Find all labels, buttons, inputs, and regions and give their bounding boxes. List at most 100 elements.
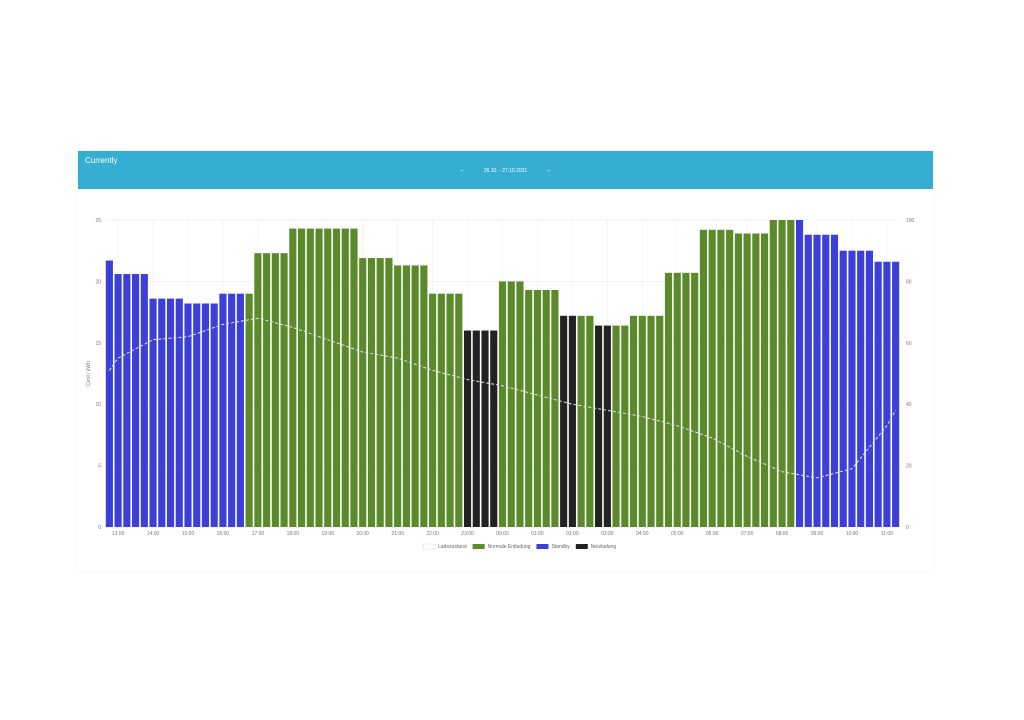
bar xyxy=(228,293,236,527)
x-tick-label: 14:00 xyxy=(147,531,160,537)
bar xyxy=(472,330,480,527)
bar xyxy=(498,281,507,527)
bar xyxy=(402,265,410,527)
bar xyxy=(446,293,454,527)
bar xyxy=(577,315,585,527)
bar xyxy=(429,293,437,527)
bar xyxy=(411,265,419,527)
y-tick-label: 10 xyxy=(95,402,101,408)
bar xyxy=(463,330,472,527)
x-tick-label: 00:00 xyxy=(496,531,509,537)
bar xyxy=(175,298,183,527)
bar xyxy=(350,228,358,527)
price-chart: 0 5 10 15 20 25 0 20 40 60 80 100 Cent / kWh 13:00 14:… xyxy=(86,218,915,550)
bar xyxy=(236,293,244,527)
bar xyxy=(612,325,620,527)
legend-swatch-N xyxy=(472,544,485,549)
bar xyxy=(263,253,271,527)
y2-tick-label: 100 xyxy=(906,218,915,224)
charge-level-line xyxy=(108,317,897,479)
bar xyxy=(376,258,384,527)
bar xyxy=(769,220,777,527)
y-tick-label: 25 xyxy=(95,218,101,224)
bar xyxy=(708,229,716,527)
x-tick-label: 05:00 xyxy=(671,531,684,537)
bar xyxy=(857,250,865,527)
bar xyxy=(123,274,131,527)
x-tick-label: 06:00 xyxy=(706,531,719,537)
bar xyxy=(830,234,839,527)
legend-swatch-line xyxy=(422,543,436,550)
bar xyxy=(219,293,227,527)
x-tick-label: 22:00 xyxy=(426,531,439,537)
bar xyxy=(315,228,323,527)
bar xyxy=(892,261,900,527)
x-tick-label: 11:00 xyxy=(881,531,893,537)
bar xyxy=(691,272,699,527)
bar xyxy=(883,261,891,527)
bar xyxy=(280,253,288,527)
x-tick-label: 13:00 xyxy=(112,531,125,537)
bar xyxy=(341,228,349,527)
bar xyxy=(804,234,812,527)
bar xyxy=(560,315,568,527)
bar xyxy=(455,293,463,527)
bar xyxy=(394,265,402,527)
bar xyxy=(158,298,166,527)
arrow-left-icon[interactable]: ← xyxy=(459,167,467,174)
bar xyxy=(132,274,140,527)
legend-label: Standby xyxy=(551,544,570,550)
x-tick-label: 08:00 xyxy=(776,531,789,537)
bar xyxy=(525,289,533,527)
bar xyxy=(193,303,201,527)
bar xyxy=(140,274,148,527)
x-tick-label: 07:00 xyxy=(741,531,754,537)
x-tick-label: 02:00 xyxy=(566,531,579,537)
y2-tick-label: 40 xyxy=(906,402,912,408)
legend-label: Ladezustand xyxy=(438,544,467,550)
bar xyxy=(542,289,550,527)
bar xyxy=(201,303,210,527)
y2-tick-label: 80 xyxy=(906,279,912,285)
bar xyxy=(184,303,192,527)
y2-tick-label: 60 xyxy=(906,341,912,347)
bar xyxy=(359,258,367,527)
bar xyxy=(839,250,847,527)
bar xyxy=(332,228,341,527)
legend-label: Normale Entladung xyxy=(488,544,531,550)
bar xyxy=(533,289,542,527)
x-tick-label: 15:00 xyxy=(182,531,195,537)
bar xyxy=(306,228,314,527)
date-navigation: ← 26.10. - 27.10.2021 → xyxy=(78,167,933,174)
bar xyxy=(114,274,122,527)
bar xyxy=(481,330,489,527)
bar xyxy=(603,325,611,527)
bar xyxy=(105,260,113,527)
arrow-right-icon[interactable]: → xyxy=(544,167,552,174)
bar xyxy=(682,272,690,527)
bar xyxy=(761,233,769,527)
bar xyxy=(367,258,376,527)
bar xyxy=(752,233,760,527)
bar xyxy=(507,281,515,527)
chart-card: Currently ← 26.10. - 27.10.2021 → 0 5 10 15… xyxy=(78,151,933,571)
bar xyxy=(795,220,804,527)
x-tick-label: 21:00 xyxy=(391,531,404,537)
card-header: Currently ← 26.10. - 27.10.2021 → xyxy=(78,151,933,189)
bar xyxy=(743,233,751,527)
x-tick-label: 03:00 xyxy=(601,531,614,537)
bar xyxy=(297,228,306,527)
legend-swatch-L xyxy=(575,544,588,549)
legend-swatch-S xyxy=(536,544,549,549)
bar xyxy=(271,253,279,527)
bar xyxy=(149,298,157,527)
y-tick-label: 5 xyxy=(98,464,101,470)
x-tick-label: 10:00 xyxy=(846,531,859,537)
bar xyxy=(166,298,175,527)
bar xyxy=(595,325,603,527)
bar xyxy=(638,315,646,527)
y2-tick-label: 0 xyxy=(906,525,909,531)
y-axis-label: Cent / kWh xyxy=(86,361,92,386)
x-tick-label: 23:00 xyxy=(461,531,474,537)
bar xyxy=(778,220,786,527)
